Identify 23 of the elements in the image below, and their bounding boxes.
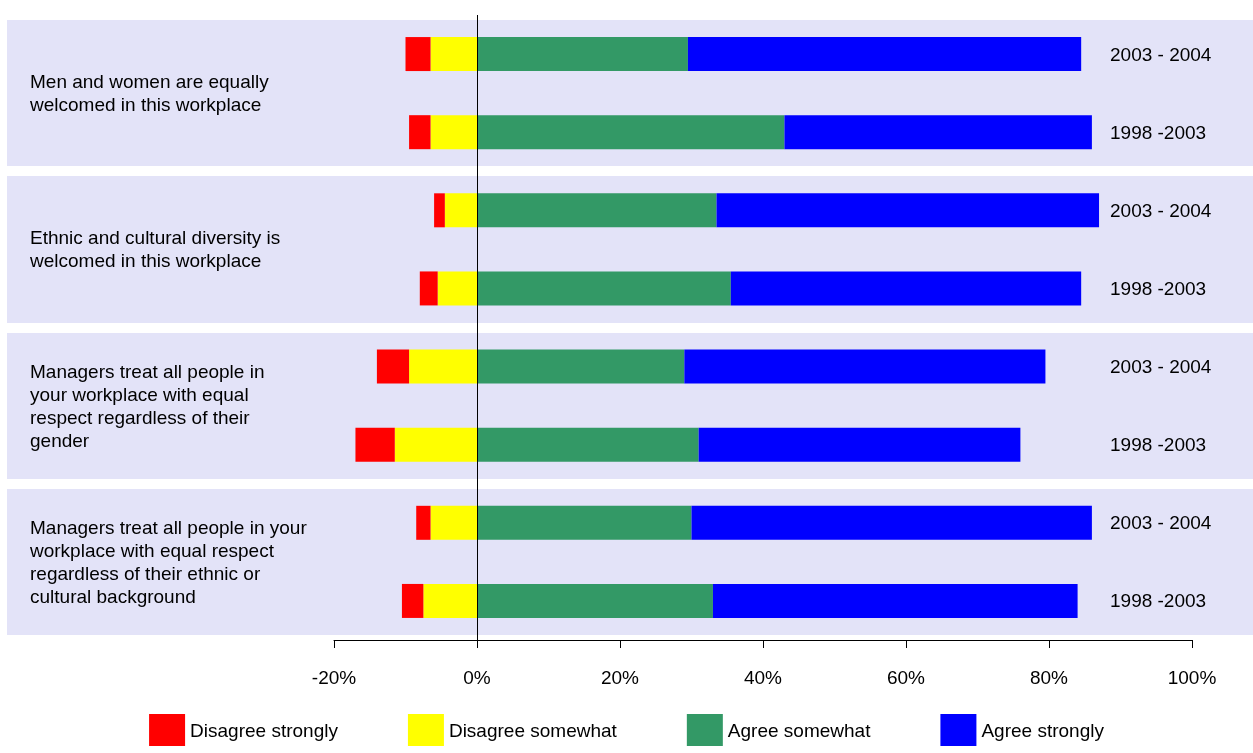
text: Men and women are equally welcomed in this workplace (30, 70, 269, 117)
x-tick-label: 0% (463, 667, 491, 688)
legend-label: Agree somewhat (727, 719, 872, 741)
y-tick-label: 2003 - 2004 (1110, 199, 1212, 221)
legend-label: Disagree somewhat (448, 719, 618, 741)
text: Ethnic and cultural diversity is welcomed in this workplace (30, 226, 281, 273)
x-tick-label: 40% (743, 667, 783, 688)
x-tick-label: 100% (1167, 667, 1217, 688)
text: Managers treat all people in your workplace with equal respect regardless of their gender (30, 359, 265, 452)
y-tick-label: 1998 -2003 (1110, 434, 1207, 456)
y-tick-label: 1998 -2003 (1110, 277, 1207, 299)
x-tick-label: -20% (311, 667, 357, 688)
x-tick-label: 60% (886, 667, 926, 688)
text: Managers treat all people in your workplace with equal respect regardless of their ethnic or cultural background (30, 515, 307, 608)
legend-label: Disagree strongly (190, 719, 339, 741)
y-tick-label: 2003 - 2004 (1110, 356, 1212, 378)
x-tick-label: 80% (1029, 667, 1069, 688)
legend-label: Agree strongly (981, 719, 1105, 741)
y-tick-label: 1998 -2003 (1110, 590, 1207, 612)
y-tick-label: 2003 - 2004 (1110, 512, 1212, 534)
x-tick-label: 20% (600, 667, 640, 688)
y-tick-label: 1998 -2003 (1110, 121, 1207, 143)
y-tick-label: 2003 - 2004 (1110, 43, 1212, 65)
